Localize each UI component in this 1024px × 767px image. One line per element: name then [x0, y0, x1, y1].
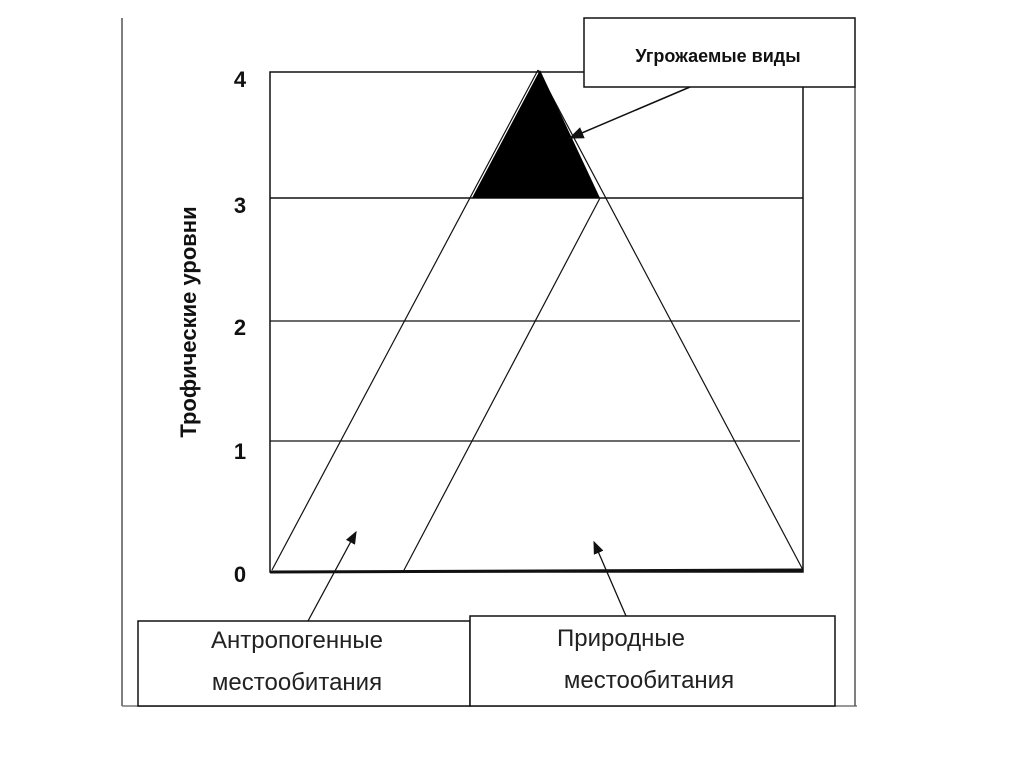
pyramid-right-edge: [537, 69, 804, 571]
natural-label-line1: Природные: [557, 625, 685, 652]
threatened-species-region: [472, 70, 600, 198]
threatened-callout-label: Угрожаемые виды: [635, 46, 800, 66]
level-line-0: [269, 568, 804, 574]
y-axis-label: Трофические уровни: [176, 206, 201, 437]
tick-1: 1: [234, 439, 246, 464]
natural-label-line2: местообитания: [564, 667, 734, 694]
threatened-arrow: [568, 86, 691, 139]
anthropogenic-label-line1: Антропогенные: [211, 627, 383, 654]
threatened-callout-box: [583, 17, 856, 88]
tick-0: 0: [234, 562, 246, 587]
anthropogenic-callout-box: [137, 620, 471, 707]
tick-4: 4: [234, 67, 247, 92]
tick-2: 2: [234, 315, 246, 340]
pyramid-left-edge: [271, 69, 539, 571]
anthropogenic-label-line2: местообитания: [212, 669, 382, 696]
anthropogenic-arrow: [307, 530, 357, 622]
natural-arrow: [593, 540, 627, 617]
tick-3: 3: [234, 193, 246, 218]
natural-habitat-boundary: [402, 197, 601, 573]
natural-callout-box: [469, 615, 836, 707]
